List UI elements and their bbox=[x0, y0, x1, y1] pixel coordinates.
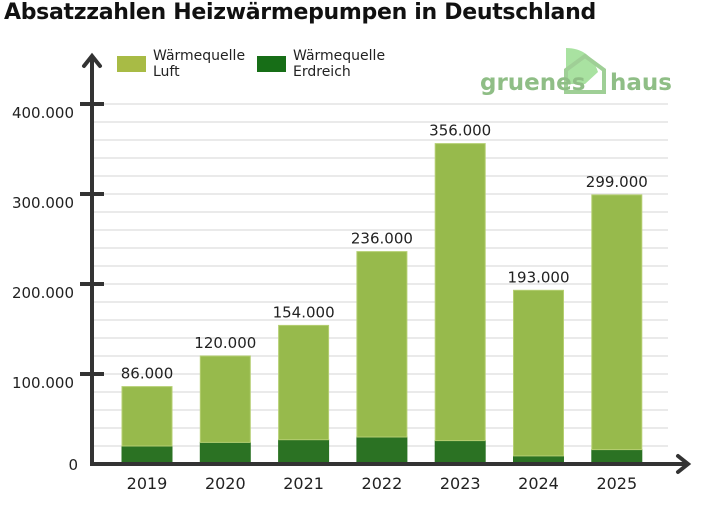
logo-text-left: gruenes bbox=[480, 70, 586, 96]
legend-line: Erdreich bbox=[293, 64, 351, 80]
total-label: 299.000 bbox=[586, 173, 648, 191]
y-tick-label: 400.000 bbox=[12, 104, 74, 122]
total-label: 120.000 bbox=[194, 334, 256, 352]
y-axis-arrow-icon bbox=[82, 52, 102, 68]
legend-label-luft: Wärmequelle Luft bbox=[153, 48, 245, 80]
gruenes-haus-logo: gruenes haus bbox=[480, 44, 680, 104]
total-label: 236.000 bbox=[351, 230, 413, 248]
bar-luft bbox=[121, 386, 173, 447]
y-tick-label: 0 bbox=[68, 456, 78, 474]
x-tick-label: 2025 bbox=[596, 474, 637, 493]
bar-luft bbox=[513, 289, 564, 457]
bar-erdreich bbox=[278, 439, 330, 465]
bar-luft bbox=[591, 194, 643, 451]
bar-luft bbox=[199, 355, 251, 443]
bar-erdreich bbox=[121, 445, 173, 465]
legend-swatch-erdreich bbox=[257, 56, 286, 72]
bar-erdreich bbox=[356, 436, 408, 465]
legend-line: Wärmequelle bbox=[293, 48, 386, 64]
total-label: 356.000 bbox=[429, 122, 491, 140]
bar-luft bbox=[434, 143, 486, 442]
total-label: 193.000 bbox=[507, 268, 569, 286]
total-label: 154.000 bbox=[273, 303, 335, 321]
legend-line: Wärmequelle bbox=[153, 48, 246, 64]
total-label: 86.000 bbox=[121, 365, 174, 383]
logo-text-right: haus bbox=[610, 70, 672, 96]
x-tick-label: 2021 bbox=[283, 474, 324, 493]
x-tick-label: 2024 bbox=[518, 474, 559, 493]
x-tick-label: 2020 bbox=[205, 474, 246, 493]
bar-erdreich bbox=[434, 440, 486, 465]
x-tick-label: 2022 bbox=[362, 474, 403, 493]
x-tick-label: 2023 bbox=[440, 474, 481, 493]
x-tick-label: 2019 bbox=[127, 474, 168, 493]
chart-title: Absatzzahlen Heizwärmepumpen in Deutschl… bbox=[4, 0, 596, 25]
y-tick-label: 200.000 bbox=[12, 284, 74, 302]
house-leaf-icon bbox=[564, 48, 606, 94]
bar-luft bbox=[278, 324, 330, 441]
x-axis-arrow-icon bbox=[676, 454, 692, 474]
y-tick-label: 100.000 bbox=[12, 374, 74, 392]
legend-line: Luft bbox=[153, 64, 180, 80]
bar-erdreich bbox=[591, 449, 643, 465]
legend-label-erdreich: Wärmequelle Erdreich bbox=[293, 48, 385, 80]
legend-swatch-luft bbox=[117, 56, 146, 72]
bar-luft bbox=[356, 251, 408, 438]
y-tick-label: 300.000 bbox=[12, 194, 74, 212]
bar-erdreich bbox=[199, 441, 251, 465]
